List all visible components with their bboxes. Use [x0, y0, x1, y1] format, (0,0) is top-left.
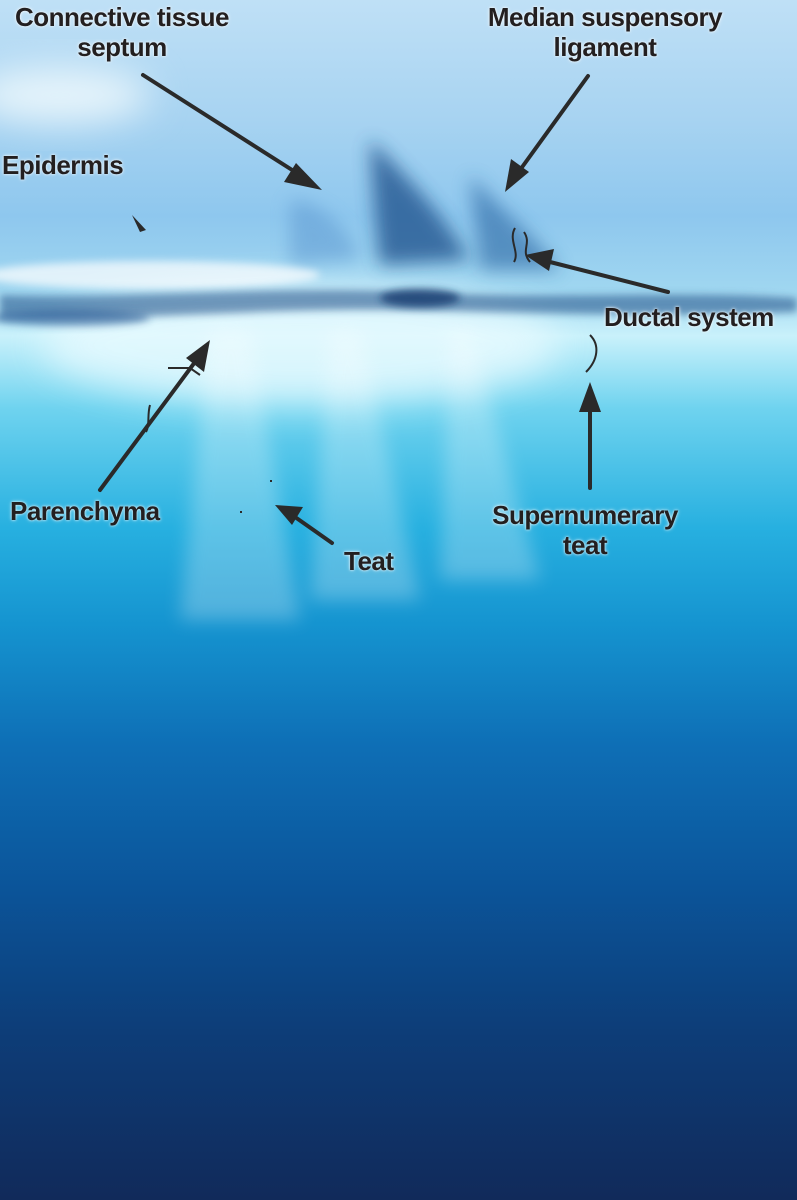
- label-supernumerary-teat: Supernumerary teat: [470, 500, 700, 560]
- teat-arrowhead: [275, 505, 303, 525]
- ligament-arrowhead: [505, 159, 529, 192]
- ductal-arrow-line: [548, 260, 670, 294]
- label-text: Parenchyma: [10, 496, 160, 526]
- supernumerary-teat-outline: [585, 334, 598, 373]
- label-parenchyma: Parenchyma: [10, 496, 160, 526]
- cloud-shape: [0, 67, 150, 123]
- label-teat: Teat: [344, 546, 394, 576]
- label-median-suspensory-ligament: Median suspensory ligament: [470, 2, 740, 62]
- label-text: Epidermis: [2, 150, 124, 180]
- supernumerary-arrowhead: [579, 382, 601, 412]
- teat-arrow-line: [293, 515, 334, 545]
- horizon-dark-spot-left: [0, 310, 150, 326]
- label-text: Median suspensory ligament: [487, 2, 723, 62]
- ductal-arrowhead: [525, 249, 554, 271]
- label-text: Supernumerary teat: [492, 500, 678, 560]
- label-text: Teat: [344, 546, 394, 576]
- ligament-arrow-line: [518, 74, 590, 172]
- label-text: Connective tissue septum: [14, 2, 230, 62]
- parenchyma-arrowhead: [186, 340, 210, 372]
- label-connective-tissue-septum: Connective tissue septum: [2, 2, 242, 62]
- light-rays: [180, 330, 540, 620]
- septum-arrow-line: [141, 73, 302, 177]
- parenchyma-arrow-line: [98, 360, 197, 492]
- label-text: Ductal system: [604, 302, 774, 332]
- epidermis-mark: [132, 215, 146, 232]
- horizon-dark-spot: [380, 289, 460, 307]
- ductal-scribble: [511, 227, 531, 263]
- horizon-highlight: [0, 261, 320, 289]
- dark-peak-shape: [370, 140, 470, 265]
- teat-dot-2: [240, 511, 242, 513]
- label-ductal-system: Ductal system: [604, 302, 774, 332]
- dark-peak-shape-2: [470, 175, 560, 270]
- light-peak-shape: [290, 200, 360, 265]
- septum-arrowhead: [284, 163, 322, 190]
- label-epidermis: Epidermis: [2, 150, 124, 180]
- teat-dot: [270, 480, 272, 482]
